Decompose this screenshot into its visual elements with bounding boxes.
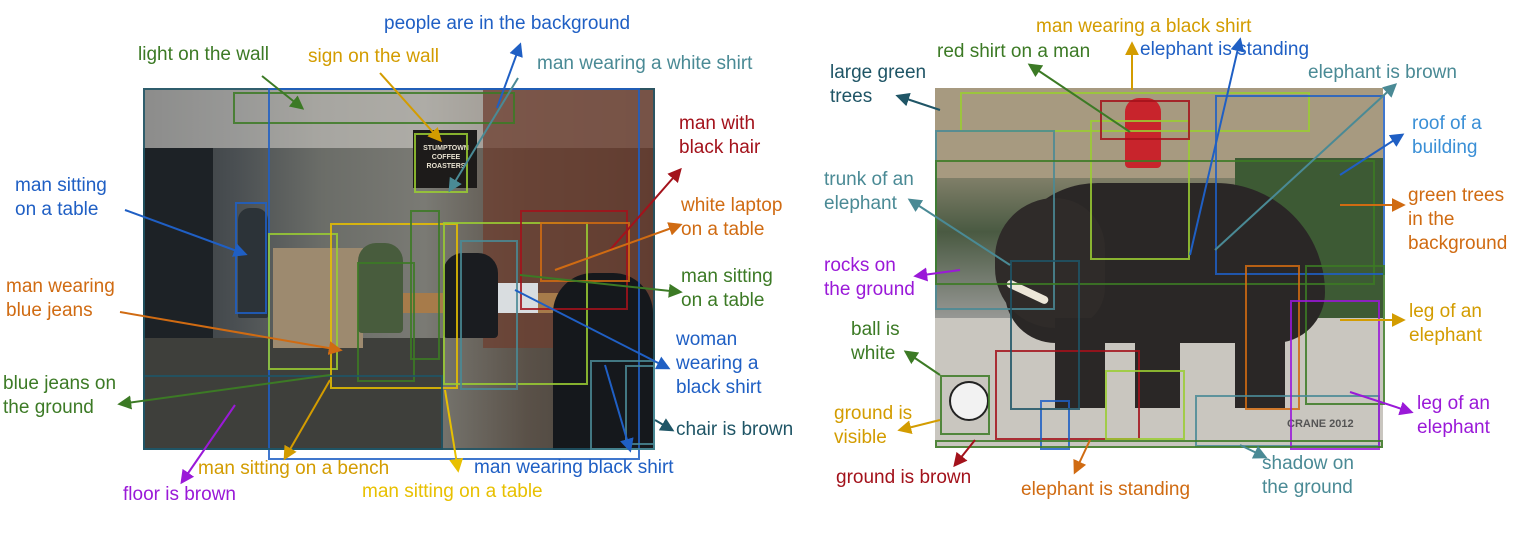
bounding-box <box>357 262 415 382</box>
person-seated-1 <box>358 243 403 333</box>
label-man-sitting-table-3: man sitting on a table <box>362 481 543 502</box>
bounding-box <box>940 375 990 435</box>
bounding-box <box>1290 300 1380 450</box>
bounding-box <box>1090 120 1190 260</box>
bounding-box <box>235 202 267 314</box>
label-light-wall: light on the wall <box>138 44 269 65</box>
bounding-box <box>1105 370 1185 440</box>
label-rocks-ground: rocks on the ground <box>824 255 915 300</box>
label-people-background: people are in the background <box>384 13 631 34</box>
label-ground-visible: ground is visible <box>834 403 913 448</box>
label-man-sitting-table-1: man sitting on a table <box>15 175 107 220</box>
label-man-black-hair: man with black hair <box>679 113 761 158</box>
label-shadow-ground: shadow on the ground <box>1262 453 1354 498</box>
bounding-box <box>540 222 630 282</box>
label-leg-elephant-1: leg of an elephant <box>1409 301 1482 346</box>
bounding-box <box>995 350 1140 440</box>
bounding-box <box>460 240 518 390</box>
rider <box>1125 98 1161 168</box>
label-floor-brown: floor is brown <box>123 484 236 505</box>
label-ball-white: ball is white <box>851 319 900 364</box>
label-elephant-standing-top: elephant is standing <box>1140 39 1310 60</box>
person-seated-2 <box>443 253 498 338</box>
label-blue-jeans-ground: blue jeans on the ground <box>3 373 117 418</box>
label-man-black-shirt-left: man wearing black shirt <box>474 457 674 478</box>
elephant-leg-mid <box>1135 318 1180 408</box>
label-man-sitting-table-2: man sitting on a table <box>681 266 773 311</box>
bounding-box <box>410 210 440 360</box>
label-woman-black-shirt: woman wearing a black shirt <box>676 329 762 398</box>
bounding-box <box>1010 260 1080 410</box>
elephant-leg-back <box>1235 313 1285 408</box>
label-man-blue-jeans: man wearing blue jeans <box>6 276 115 321</box>
bounding-box <box>1100 100 1190 140</box>
label-man-bench: man sitting on a bench <box>198 458 390 479</box>
sign-text: STUMPTOWN COFFEE ROASTERS <box>423 145 469 170</box>
label-elephant-brown: elephant is brown <box>1308 62 1457 83</box>
bounding-box <box>330 223 458 389</box>
label-chair-brown: chair is brown <box>676 419 794 440</box>
label-white-laptop: white laptop on a table <box>681 195 783 240</box>
label-leg-elephant-2: leg of an elephant <box>1417 393 1490 438</box>
bounding-box <box>1040 400 1070 450</box>
label-red-shirt: red shirt on a man <box>937 41 1091 62</box>
label-roof-building: roof of a building <box>1412 113 1482 158</box>
bounding-box <box>1245 265 1300 410</box>
bounding-box <box>1215 95 1385 275</box>
label-elephant-standing-bottom: elephant is standing <box>1021 479 1191 500</box>
elephant-leg-front <box>1055 318 1105 408</box>
label-trunk-elephant: trunk of an elephant <box>824 169 914 214</box>
label-man-black-shirt-right: man wearing a black shirt <box>1036 16 1252 37</box>
elephant-head <box>995 198 1105 328</box>
bounding-box <box>625 365 655 445</box>
bounding-box <box>143 375 443 450</box>
label-man-white-shirt: man wearing a white shirt <box>537 53 753 74</box>
label-ground-brown: ground is brown <box>836 467 972 488</box>
bounding-box <box>268 233 338 370</box>
watermark: CRANE 2012 <box>1287 418 1354 430</box>
annotation-arrow <box>654 418 675 432</box>
label-large-green-trees: large green trees <box>830 62 927 107</box>
label-sign-wall: sign on the wall <box>308 46 439 67</box>
bounding-box <box>1305 265 1385 405</box>
bounding-box <box>935 440 1383 448</box>
label-green-trees-bg: green trees in the background <box>1408 185 1508 254</box>
